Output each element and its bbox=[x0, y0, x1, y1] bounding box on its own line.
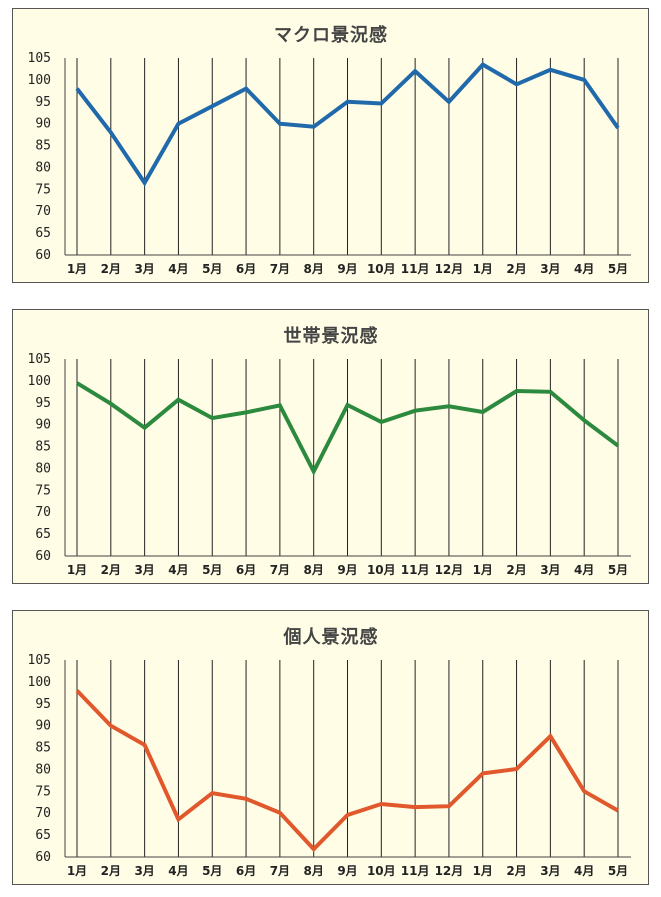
y-tick-label: 80 bbox=[35, 762, 51, 777]
x-tick-label: 2月 bbox=[506, 563, 526, 577]
y-tick-label: 85 bbox=[35, 139, 51, 154]
x-tick-label: 4月 bbox=[168, 563, 188, 577]
y-tick-label: 65 bbox=[35, 828, 51, 843]
x-tick-label: 1月 bbox=[67, 262, 87, 276]
x-tick-label: 4月 bbox=[574, 262, 594, 276]
x-tick-label: 3月 bbox=[134, 563, 154, 577]
x-tick-label: 1月 bbox=[473, 563, 493, 577]
x-tick-label: 9月 bbox=[337, 262, 357, 276]
x-tick-label: 5月 bbox=[202, 262, 222, 276]
chart-svg: 世帯景況感 105 100 95 90 85 80 75 70 65 60 1月 2月 3月 4月 5月 6月 7… bbox=[28, 325, 631, 577]
y-tick-label: 90 bbox=[35, 719, 51, 734]
x-tick-label: 7月 bbox=[270, 563, 290, 577]
y-tick-label: 85 bbox=[35, 741, 51, 756]
x-tick-label: 1月 bbox=[473, 262, 493, 276]
x-tick-label: 6月 bbox=[236, 563, 256, 577]
y-tick-label: 90 bbox=[35, 117, 51, 132]
x-tick-label: 12月 bbox=[435, 262, 464, 276]
x-tick-label: 5月 bbox=[608, 262, 628, 276]
x-tick-label: 5月 bbox=[202, 563, 222, 577]
x-tick-label: 10月 bbox=[367, 262, 396, 276]
y-tick-label: 95 bbox=[35, 95, 51, 110]
y-tick-label: 80 bbox=[35, 461, 51, 476]
x-tick-label: 4月 bbox=[574, 864, 594, 878]
x-tick-label: 1月 bbox=[473, 864, 493, 878]
y-tick-label: 70 bbox=[35, 806, 51, 821]
chart-title: マクロ景況感 bbox=[274, 24, 388, 46]
x-tick-label: 4月 bbox=[574, 563, 594, 577]
household-sentiment-chart: 世帯景況感 105 100 95 90 85 80 75 70 65 60 1月 2月 3月 4月 5月 6月 7… bbox=[12, 309, 649, 584]
macro-sentiment-chart: マクロ景況感 105 100 95 90 85 80 75 70 65 60 1月 2月 3月 4月 5月 6月… bbox=[12, 8, 649, 283]
x-tick-label: 5月 bbox=[608, 563, 628, 577]
x-tick-label: 9月 bbox=[337, 864, 357, 878]
chart-svg: 個人景況感 105 100 95 90 85 80 75 70 65 60 1月 2月 3月 4月 5月 6月 7… bbox=[28, 626, 631, 878]
y-tick-label: 65 bbox=[35, 226, 51, 241]
y-tick-label: 70 bbox=[35, 505, 51, 520]
y-tick-label: 75 bbox=[35, 784, 51, 799]
y-tick-label: 105 bbox=[28, 653, 51, 668]
personal-sentiment-chart: 個人景況感 105 100 95 90 85 80 75 70 65 60 1月 2月 3月 4月 5月 6月 7… bbox=[12, 610, 649, 885]
y-tick-label: 100 bbox=[28, 374, 51, 389]
x-tick-label: 3月 bbox=[134, 262, 154, 276]
x-tick-label: 1月 bbox=[67, 864, 87, 878]
x-tick-label: 8月 bbox=[304, 864, 324, 878]
chart-svg: マクロ景況感 105 100 95 90 85 80 75 70 65 60 1月 2月 3月 4月 5月 6月… bbox=[28, 24, 631, 276]
y-tick-label: 70 bbox=[35, 204, 51, 219]
y-tick-label: 60 bbox=[35, 549, 51, 564]
y-tick-label: 80 bbox=[35, 160, 51, 175]
x-tick-label: 8月 bbox=[304, 563, 324, 577]
x-tick-label: 5月 bbox=[608, 864, 628, 878]
x-tick-label: 2月 bbox=[101, 262, 121, 276]
x-tick-label: 2月 bbox=[506, 864, 526, 878]
x-tick-label: 3月 bbox=[540, 864, 560, 878]
y-tick-label: 100 bbox=[28, 675, 51, 690]
x-tick-label: 3月 bbox=[540, 262, 560, 276]
chart-title: 個人景況感 bbox=[283, 626, 379, 648]
x-tick-label: 11月 bbox=[401, 864, 430, 878]
y-tick-label: 95 bbox=[35, 396, 51, 411]
x-tick-label: 12月 bbox=[435, 864, 464, 878]
x-tick-label: 2月 bbox=[101, 864, 121, 878]
y-tick-label: 105 bbox=[28, 51, 51, 66]
x-tick-label: 8月 bbox=[304, 262, 324, 276]
x-tick-label: 7月 bbox=[270, 262, 290, 276]
x-tick-label: 9月 bbox=[337, 563, 357, 577]
y-tick-label: 65 bbox=[35, 527, 51, 542]
x-tick-label: 5月 bbox=[202, 864, 222, 878]
x-tick-label: 4月 bbox=[168, 864, 188, 878]
x-tick-label: 11月 bbox=[401, 563, 430, 577]
y-tick-label: 100 bbox=[28, 73, 51, 88]
y-tick-label: 60 bbox=[35, 850, 51, 865]
x-tick-label: 11月 bbox=[401, 262, 430, 276]
x-tick-label: 2月 bbox=[101, 563, 121, 577]
y-tick-label: 60 bbox=[35, 248, 51, 263]
y-tick-label: 85 bbox=[35, 440, 51, 455]
x-tick-label: 12月 bbox=[435, 563, 464, 577]
x-tick-label: 7月 bbox=[270, 864, 290, 878]
x-tick-label: 10月 bbox=[367, 864, 396, 878]
y-tick-label: 75 bbox=[35, 483, 51, 498]
chart-title: 世帯景況感 bbox=[284, 325, 379, 347]
x-tick-label: 10月 bbox=[367, 563, 396, 577]
y-tick-label: 90 bbox=[35, 418, 51, 433]
x-tick-label: 6月 bbox=[236, 262, 256, 276]
x-tick-label: 3月 bbox=[134, 864, 154, 878]
y-tick-label: 105 bbox=[28, 352, 51, 367]
y-tick-label: 75 bbox=[35, 182, 51, 197]
y-tick-label: 95 bbox=[35, 697, 51, 712]
x-tick-label: 1月 bbox=[67, 563, 87, 577]
x-tick-label: 4月 bbox=[168, 262, 188, 276]
x-tick-label: 2月 bbox=[506, 262, 526, 276]
x-tick-label: 3月 bbox=[540, 563, 560, 577]
x-tick-label: 6月 bbox=[236, 864, 256, 878]
